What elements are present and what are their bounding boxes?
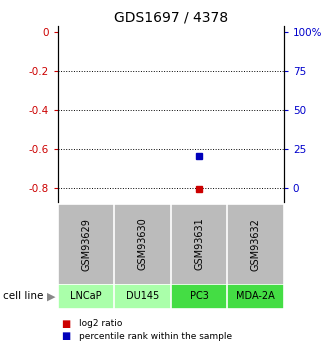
Text: percentile rank within the sample: percentile rank within the sample xyxy=(79,332,232,341)
Text: GSM93632: GSM93632 xyxy=(250,218,261,270)
Text: PC3: PC3 xyxy=(190,292,209,301)
Text: GSM93630: GSM93630 xyxy=(138,218,148,270)
Text: ■: ■ xyxy=(61,319,70,328)
Text: LNCaP: LNCaP xyxy=(70,292,102,301)
Text: GSM93629: GSM93629 xyxy=(81,218,91,270)
Text: DU145: DU145 xyxy=(126,292,159,301)
Text: GSM93631: GSM93631 xyxy=(194,218,204,270)
Text: cell line: cell line xyxy=(3,292,44,301)
Text: ■: ■ xyxy=(61,332,70,341)
Text: log2 ratio: log2 ratio xyxy=(79,319,122,328)
Text: MDA-2A: MDA-2A xyxy=(236,292,275,301)
Text: ▶: ▶ xyxy=(47,292,55,301)
Title: GDS1697 / 4378: GDS1697 / 4378 xyxy=(114,11,228,25)
